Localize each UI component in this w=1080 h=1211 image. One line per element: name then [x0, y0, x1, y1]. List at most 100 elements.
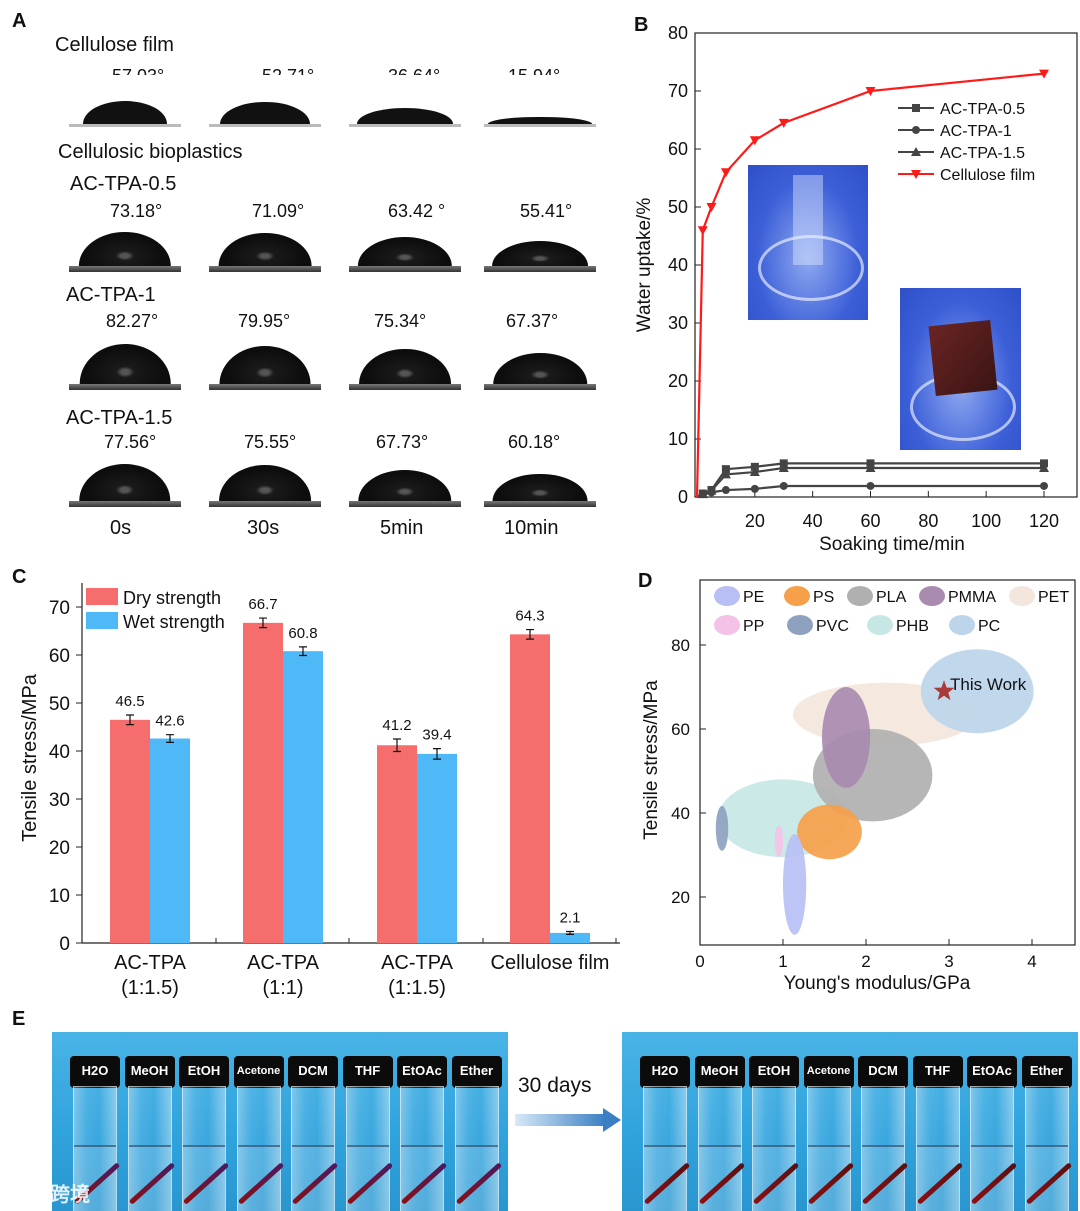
bar-dry — [377, 745, 417, 943]
error-bar — [166, 734, 174, 743]
bar-wet — [417, 753, 457, 943]
legend-label: Wet strength — [123, 612, 225, 632]
contact-angle-value: 75.55° — [244, 432, 297, 452]
vial-label: EtOH — [179, 1056, 229, 1088]
data-point — [1040, 481, 1048, 490]
bar-value-label: 66.7 — [248, 596, 277, 613]
data-point — [1039, 463, 1049, 472]
vial-label: DCM — [858, 1056, 908, 1088]
category-label: (1:1.5) — [121, 977, 179, 999]
vial-label: Acetone — [233, 1056, 284, 1088]
droplet-image — [349, 75, 461, 127]
vial-label: Ether — [451, 1056, 502, 1088]
vial: DCM — [858, 1056, 909, 1211]
legend-label: AC-TPA-1.5 — [940, 145, 1025, 162]
legend-swatch — [714, 615, 740, 635]
data-point — [706, 485, 717, 495]
arrow-label: 30 days — [518, 1074, 592, 1097]
contact-angle-value: 79.95° — [238, 311, 291, 331]
data-point — [750, 462, 759, 471]
y-tick-label: 40 — [668, 255, 688, 275]
data-point — [778, 118, 789, 128]
data-point — [779, 481, 788, 490]
category-label: AC-TPA — [114, 952, 187, 974]
category-label: (1:1) — [262, 977, 303, 999]
vial-label: Acetone — [803, 1056, 854, 1088]
x-tick-label: 40 — [803, 511, 823, 531]
vial: Ether — [1021, 1056, 1072, 1211]
legend-swatch — [847, 586, 873, 606]
y-tick-label: 10 — [49, 886, 70, 907]
vial-label: EtOAc — [967, 1056, 1017, 1088]
y-tick-label: 10 — [668, 429, 688, 449]
y-tick-label: 0 — [678, 487, 688, 507]
legend-label: PET — [1038, 589, 1069, 606]
legend-label: PVC — [816, 618, 849, 635]
sample-name: AC-TPA-0.5 — [70, 173, 177, 195]
error-bar — [299, 646, 307, 657]
time-label: 0s — [110, 517, 132, 539]
panel-label-d: D — [638, 570, 653, 592]
x-tick-label: 3 — [944, 952, 953, 971]
legend-swatch — [867, 615, 893, 635]
legend-label: PS — [813, 589, 834, 606]
solvent-photo-30-days: H2O MeOH EtOH Acetone DCM THF EtOAc Ether — [622, 1032, 1078, 1211]
y-tick-label: 50 — [668, 197, 688, 217]
vial-label: THF — [342, 1056, 393, 1088]
bar-value-label: 46.5 — [115, 693, 144, 710]
bar-wet — [283, 651, 323, 943]
x-tick-label: 120 — [1029, 511, 1059, 531]
panel-label-b: B — [634, 14, 649, 36]
legend-swatch — [949, 615, 975, 635]
x-tick-label: 1 — [778, 952, 787, 971]
legend-label: PC — [978, 618, 1000, 635]
legend-label: Dry strength — [123, 588, 221, 608]
vial: DCM — [288, 1056, 339, 1211]
contact-angle-value: 55.41° — [520, 201, 573, 221]
vial: THF — [342, 1056, 393, 1211]
x-tick-label: 4 — [1027, 952, 1036, 971]
contact-angle-value: 75.34° — [374, 311, 427, 331]
data-point — [697, 226, 708, 236]
category-label: Cellulose film — [491, 952, 610, 974]
y-tick-label: 50 — [49, 694, 70, 715]
data-point — [865, 87, 876, 96]
bar-value-label: 2.1 — [560, 909, 581, 926]
legend-swatch — [919, 586, 945, 606]
data-point — [721, 486, 730, 495]
droplet-image — [349, 220, 461, 272]
error-bar — [259, 617, 267, 629]
vial: H2O — [70, 1056, 121, 1211]
bar-dry — [110, 719, 150, 943]
data-point — [1039, 69, 1049, 79]
sample-name: AC-TPA-1 — [66, 284, 156, 306]
vial: THF — [912, 1056, 963, 1211]
contact-angle-value: 77.56° — [104, 432, 157, 452]
bar-value-label: 42.6 — [155, 713, 184, 730]
plot-frame — [699, 579, 1076, 946]
y-axis-label: Tensile stress/MPa — [19, 673, 41, 842]
x-axis-label: Young's modulus/GPa — [784, 973, 971, 994]
arrow-head-icon — [603, 1108, 621, 1132]
y-tick-label: 80 — [671, 636, 690, 655]
category-label: AC-TPA — [247, 952, 320, 974]
watermark: 大数跨境 — [10, 1184, 90, 1206]
chart-c — [76, 583, 620, 944]
data-point — [866, 481, 875, 490]
droplet-image — [484, 338, 596, 390]
region-pe — [783, 834, 807, 935]
legend-marker — [912, 104, 920, 112]
data-point — [720, 168, 731, 178]
error-bar — [126, 714, 134, 726]
legend-swatch — [1009, 586, 1035, 606]
x-tick-label: 80 — [918, 511, 938, 531]
droplet-image — [209, 75, 321, 127]
arrow-icon — [515, 1114, 605, 1126]
legend-label: AC-TPA-0.5 — [940, 101, 1025, 118]
contact-angle-value: 82.27° — [106, 311, 159, 331]
panel-label-e: E — [12, 1008, 26, 1030]
data-point — [749, 467, 760, 477]
time-label: 30s — [247, 517, 280, 539]
legend-swatch — [784, 586, 810, 606]
